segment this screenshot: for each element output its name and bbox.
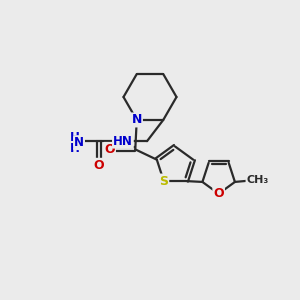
Text: HN: HN bbox=[113, 135, 133, 148]
Text: S: S bbox=[159, 175, 168, 188]
Text: N: N bbox=[74, 136, 84, 149]
Text: O: O bbox=[104, 143, 115, 156]
Text: H: H bbox=[70, 131, 80, 144]
Text: H: H bbox=[70, 142, 80, 155]
Text: O: O bbox=[213, 187, 224, 200]
Text: O: O bbox=[94, 159, 104, 172]
Text: N: N bbox=[132, 113, 142, 126]
Text: CH₃: CH₃ bbox=[247, 176, 269, 185]
